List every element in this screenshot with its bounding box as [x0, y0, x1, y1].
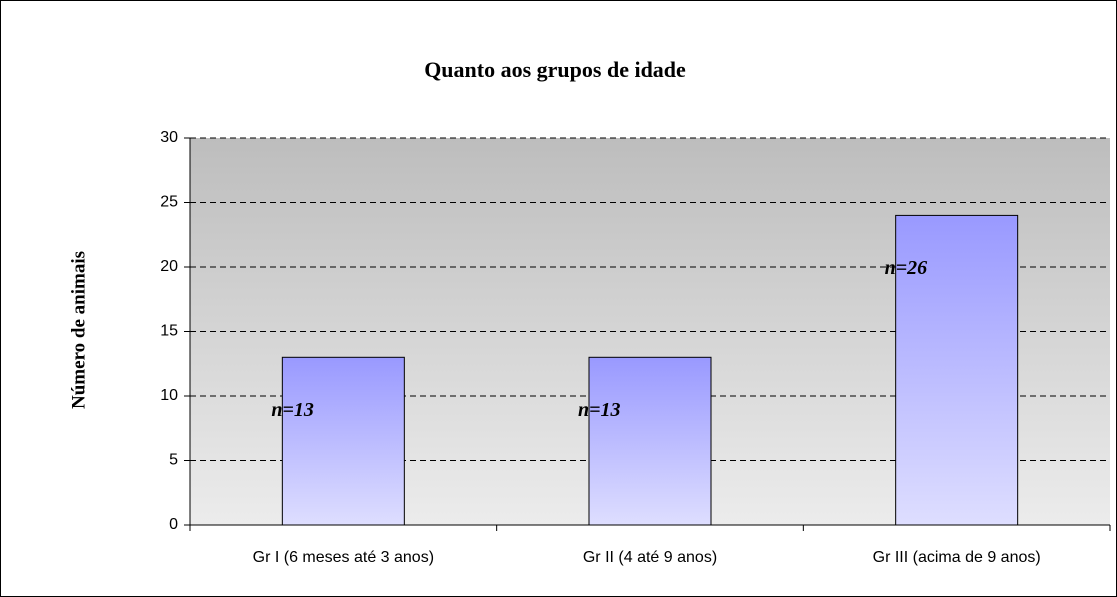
y-tick-label: 5: [169, 452, 178, 469]
y-tick-label: 20: [160, 258, 178, 275]
x-tick-label: Gr III (acima de 9 anos): [873, 549, 1041, 566]
y-tick-label: 15: [160, 323, 178, 340]
bar: [895, 214, 1019, 526]
y-tick-label: 30: [160, 129, 178, 146]
annotation: n=13: [271, 399, 314, 421]
x-tick-label: Gr I (6 meses até 3 anos): [253, 549, 434, 566]
annotation: n=26: [885, 257, 928, 279]
y-tick-label: 25: [160, 194, 178, 211]
x-tick-label: Gr II (4 até 9 anos): [583, 549, 717, 566]
bar: [588, 356, 712, 526]
y-tick-label: 10: [160, 387, 178, 404]
chart-title: Quanto aos grupos de idade: [424, 57, 686, 82]
y-axis-label: Número de animais: [68, 251, 89, 409]
bar: [281, 356, 405, 526]
annotation: n=13: [578, 399, 621, 421]
y-tick-label: 0: [169, 516, 178, 533]
